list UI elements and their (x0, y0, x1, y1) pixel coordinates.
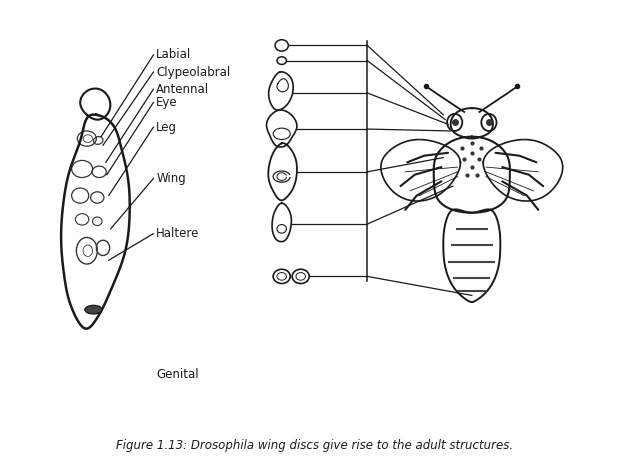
Text: Haltere: Haltere (156, 227, 199, 240)
Text: Clypeolabral: Clypeolabral (156, 65, 230, 79)
Text: Genital: Genital (156, 368, 199, 381)
Text: Labial: Labial (156, 48, 191, 61)
Ellipse shape (85, 305, 102, 314)
Text: Eye: Eye (156, 96, 178, 109)
Text: Antennal: Antennal (156, 83, 209, 96)
Text: Figure 1.13: Drosophila wing discs give rise to the adult structures.: Figure 1.13: Drosophila wing discs give … (116, 440, 513, 452)
Text: Wing: Wing (156, 172, 186, 185)
Text: Leg: Leg (156, 121, 177, 133)
